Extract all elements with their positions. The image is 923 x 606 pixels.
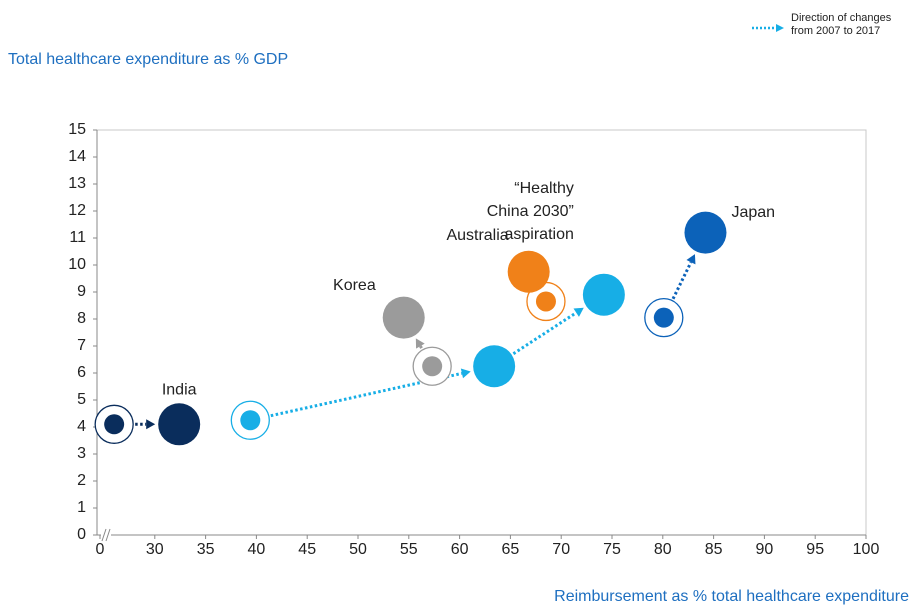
point-label: Australia: [446, 227, 508, 244]
change-arrow-head: [146, 419, 156, 430]
bubble: [158, 403, 201, 446]
x-tick-label: 35: [197, 541, 215, 558]
point-label: China 2030”: [487, 203, 574, 220]
plot-frame: [96, 129, 867, 536]
y-tick-label: 12: [68, 202, 86, 219]
bubble: [582, 273, 625, 316]
x-tick-label: 75: [603, 541, 621, 558]
legend-arrow-head: [776, 24, 784, 32]
y-tick-label: 8: [77, 310, 86, 327]
point-label: Korea: [333, 277, 376, 294]
x-tick-label: 60: [451, 541, 469, 558]
bubble: [684, 211, 727, 254]
change-arrow-line: [419, 345, 423, 349]
point-label: aspiration: [504, 226, 573, 243]
y-tick-label: 5: [77, 391, 86, 408]
bubble-small: [422, 356, 443, 377]
x-tick-label: 100: [853, 541, 880, 558]
change-arrow-head: [415, 338, 425, 349]
change-arrow-line: [671, 261, 693, 300]
point-label: India: [162, 382, 197, 399]
y-tick-label: 0: [77, 526, 86, 543]
y-tick-label: 4: [77, 418, 86, 435]
legend-text: from 2007 to 2017: [791, 25, 880, 37]
y-tick-label: 10: [68, 256, 86, 273]
change-arrow-head: [686, 254, 696, 265]
y-tick-label: 2: [77, 472, 86, 489]
change-arrow-head: [460, 368, 471, 379]
x-tick-label: 90: [756, 541, 774, 558]
chart-title: Total healthcare expenditure as % GDP: [8, 51, 288, 68]
change-arrow-head: [573, 307, 584, 317]
x-tick-label: 95: [806, 541, 824, 558]
point-label: Japan: [731, 204, 775, 221]
bubble-small: [240, 410, 261, 431]
bubble: [382, 296, 425, 339]
x-axis-label: Reimbursement as % total healthcare expe…: [554, 588, 909, 605]
y-tick-label: 11: [69, 229, 86, 246]
bubble: [473, 345, 516, 388]
series: Australia: [446, 227, 566, 322]
series: Japan: [644, 204, 775, 338]
point-label: “Healthy: [514, 180, 574, 197]
bubble: [507, 250, 550, 293]
y-tick-label: 13: [68, 175, 86, 192]
y-tick-label: 14: [68, 148, 86, 165]
y-tick-label: 1: [77, 499, 86, 516]
legend-text: Direction of changes: [791, 12, 892, 24]
x-tick-label: 30: [146, 541, 164, 558]
x-tick-label: 70: [552, 541, 570, 558]
y-tick-label: 6: [77, 364, 86, 381]
x-tick-label: 0: [96, 541, 105, 558]
x-tick-label: 65: [502, 541, 520, 558]
series: India: [94, 382, 201, 446]
series: “Healthy China 2030” aspiration: [230, 180, 625, 440]
change-arrow-line: [512, 311, 578, 355]
x-tick-label: 85: [705, 541, 723, 558]
y-tick-label: 7: [77, 337, 86, 354]
bubble-small: [104, 414, 125, 435]
x-tick-label: 55: [400, 541, 418, 558]
bubble-small: [653, 307, 674, 328]
x-tick-label: 50: [349, 541, 367, 558]
x-tick-label: 40: [248, 541, 266, 558]
series: Korea: [333, 277, 452, 386]
y-tick-label: 15: [68, 121, 86, 138]
y-tick-label: 9: [77, 283, 86, 300]
x-tick-label: 80: [654, 541, 672, 558]
y-tick-label: 3: [77, 445, 86, 462]
bubble-small: [535, 291, 556, 312]
axis-break: [101, 527, 111, 543]
x-tick-label: 45: [298, 541, 316, 558]
